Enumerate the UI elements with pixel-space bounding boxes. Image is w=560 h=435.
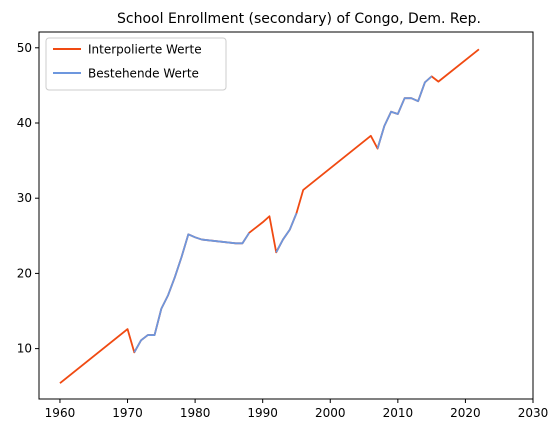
plot-area — [59, 48, 480, 384]
y-axis: 10 20 30 40 50 — [17, 41, 39, 356]
y-tick-label: 20 — [17, 266, 32, 280]
x-tick-label: 2020 — [450, 406, 481, 420]
x-tick-label: 2000 — [315, 406, 346, 420]
y-tick-label: 10 — [17, 342, 32, 356]
y-tick-label: 40 — [17, 116, 32, 130]
x-axis: 1960 1970 1980 1990 2000 2010 2020 2030 — [45, 399, 549, 420]
legend: Interpolierte Werte Bestehende Werte — [45, 37, 227, 91]
x-tick-label: 1970 — [112, 406, 143, 420]
x-tick-label: 2030 — [518, 406, 549, 420]
x-tick-label: 1980 — [180, 406, 211, 420]
series-line-existing — [133, 232, 250, 353]
x-tick-label: 1990 — [247, 406, 278, 420]
legend-box — [45, 37, 227, 91]
x-tick-label: 2010 — [383, 406, 414, 420]
series-line-existing — [376, 75, 433, 149]
axes-frame — [38, 31, 534, 400]
y-tick-label: 30 — [17, 191, 32, 205]
series-line-existing — [275, 212, 298, 253]
x-tick-label: 1960 — [45, 406, 76, 420]
legend-label-interpolated: Interpolierte Werte — [88, 43, 202, 57]
legend-label-existing: Bestehende Werte — [88, 67, 199, 81]
chart-title: School Enrollment (secondary) of Congo, … — [117, 11, 481, 27]
y-tick-label: 50 — [17, 41, 32, 55]
